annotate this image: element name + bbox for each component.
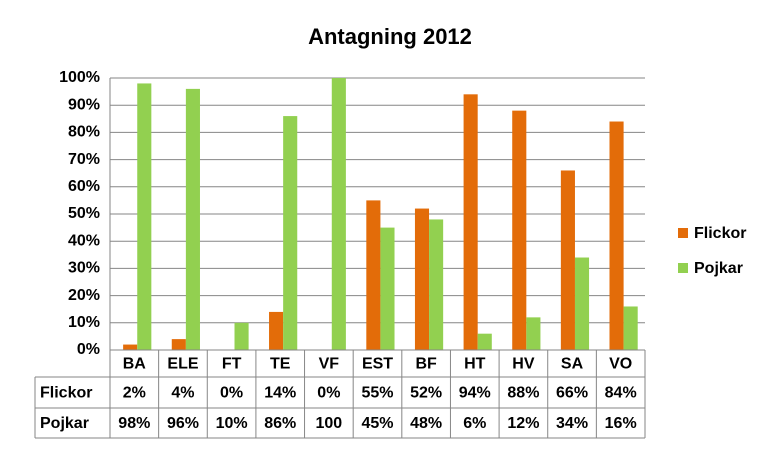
bar xyxy=(429,219,444,350)
y-tick-label: 50% xyxy=(68,205,100,222)
bar xyxy=(269,311,284,350)
table-value: 86% xyxy=(264,415,296,432)
table-value: 14% xyxy=(264,385,296,402)
y-tick-label: 10% xyxy=(68,314,100,331)
y-tick-label: 40% xyxy=(68,232,100,249)
x-tick-label: HT xyxy=(464,356,486,373)
table-value: 16% xyxy=(605,415,637,432)
table-value: 55% xyxy=(361,385,393,402)
x-tick-label: SA xyxy=(561,356,584,373)
table-value: 6% xyxy=(463,415,486,432)
table-value: 94% xyxy=(459,385,491,402)
y-tick-label: 100% xyxy=(59,69,100,86)
table-row-header: Pojkar xyxy=(40,415,89,432)
bar xyxy=(574,257,590,350)
bar xyxy=(609,121,624,351)
table-value: 4% xyxy=(171,385,194,402)
table-value: 0% xyxy=(317,385,340,402)
bar xyxy=(137,83,152,350)
x-tick-label: BA xyxy=(123,356,147,373)
x-tick-label: BF xyxy=(415,356,437,373)
table-value: 66% xyxy=(556,385,588,402)
bar xyxy=(123,344,138,350)
y-tick-label: 80% xyxy=(68,124,100,141)
bar xyxy=(477,333,492,350)
table-value: 98% xyxy=(118,415,150,432)
table-value: 0% xyxy=(220,385,243,402)
x-tick-label: VO xyxy=(609,356,632,373)
table-value: 100 xyxy=(316,415,343,432)
x-tick-label: EST xyxy=(362,356,393,373)
table-row-header: Flickor xyxy=(40,385,92,402)
bar xyxy=(331,78,346,350)
table-value: 12% xyxy=(507,415,539,432)
x-tick-label: HV xyxy=(512,356,535,373)
bar xyxy=(526,317,541,350)
y-tick-label: 0% xyxy=(77,341,100,358)
bar xyxy=(512,110,527,350)
bar xyxy=(185,88,200,350)
bar xyxy=(234,322,249,350)
bar xyxy=(463,94,478,350)
legend-swatch xyxy=(678,228,688,238)
table-value: 10% xyxy=(216,415,248,432)
legend-label: Flickor xyxy=(694,225,746,242)
table-value: 96% xyxy=(167,415,199,432)
table-value: 34% xyxy=(556,415,588,432)
bar xyxy=(366,200,381,350)
bar xyxy=(560,170,575,350)
bar xyxy=(623,306,638,350)
bar xyxy=(380,227,395,350)
table-value: 48% xyxy=(410,415,442,432)
table-value: 2% xyxy=(123,385,146,402)
y-tick-label: 30% xyxy=(68,260,100,277)
x-tick-label: TE xyxy=(270,356,291,373)
legend-swatch xyxy=(678,263,688,273)
bar xyxy=(414,208,430,350)
table-value: 52% xyxy=(410,385,442,402)
x-tick-label: FT xyxy=(222,356,242,373)
x-tick-label: ELE xyxy=(167,356,198,373)
table-value: 84% xyxy=(605,385,637,402)
y-tick-label: 70% xyxy=(68,151,100,168)
x-tick-label: VF xyxy=(319,356,340,373)
table-value: 45% xyxy=(361,415,393,432)
y-tick-label: 90% xyxy=(68,96,100,113)
chart-title: Antagning 2012 xyxy=(308,24,472,49)
table-value: 88% xyxy=(507,385,539,402)
y-tick-label: 20% xyxy=(68,287,100,304)
bar xyxy=(171,339,186,350)
y-tick-label: 60% xyxy=(68,178,100,195)
legend-label: Pojkar xyxy=(694,260,743,277)
bar xyxy=(283,116,298,350)
